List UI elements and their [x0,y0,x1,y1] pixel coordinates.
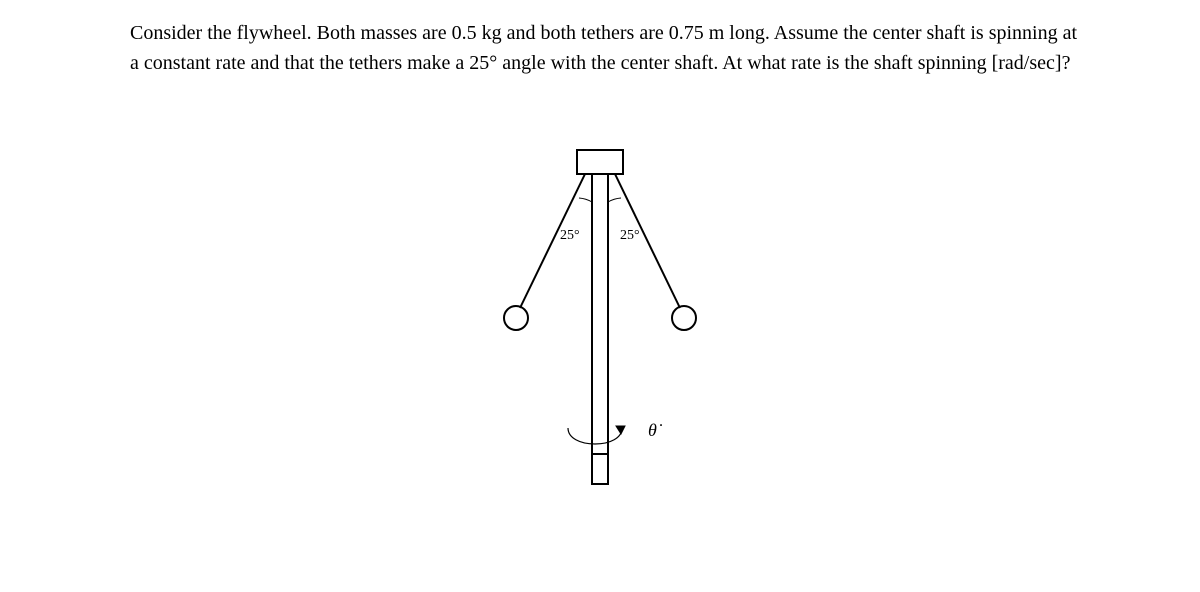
rotation-arrow-head [616,426,625,434]
mass-right [672,306,696,330]
top-cap [577,150,623,174]
flywheel-diagram: 25° 25° θ̇ [460,140,740,560]
theta-dot-label: θ̇ [648,420,657,441]
angle-arc-right [608,198,621,202]
angle-label-right: 25° [620,228,640,244]
diagram-svg [460,140,740,560]
mass-left [504,306,528,330]
angle-arc-left [579,198,592,202]
problem-statement: Consider the flywheel. Both masses are 0… [130,18,1090,78]
bottom-cap [592,454,608,484]
shaft [592,174,608,454]
angle-label-left: 25° [560,228,580,244]
